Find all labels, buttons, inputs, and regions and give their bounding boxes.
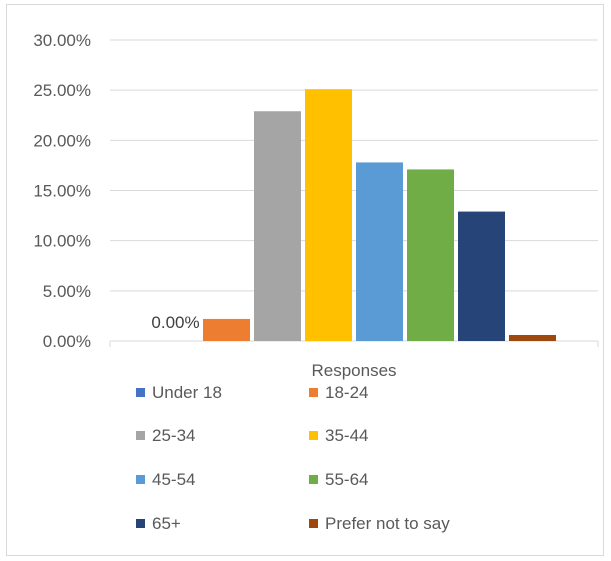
bar-prefer-not-to-say bbox=[509, 334, 556, 341]
gridlines bbox=[109, 39, 599, 347]
legend-label: 65+ bbox=[152, 514, 181, 533]
y-tick-label: 15.00% bbox=[33, 182, 91, 201]
bar-45-54 bbox=[356, 162, 403, 341]
legend-swatch bbox=[309, 431, 318, 440]
y-tick-label: 30.00% bbox=[33, 31, 91, 50]
legend-swatch bbox=[136, 388, 145, 397]
bar-65- bbox=[458, 211, 505, 341]
legend-item: 55-64 bbox=[309, 470, 368, 489]
y-tick-label: 5.00% bbox=[43, 282, 91, 301]
bar-18-24 bbox=[203, 318, 250, 341]
legend-swatch bbox=[136, 519, 145, 528]
legend-item: 65+ bbox=[136, 514, 181, 533]
legend-label: 45-54 bbox=[152, 470, 195, 489]
legend-swatch bbox=[309, 388, 318, 397]
bars bbox=[203, 89, 556, 341]
y-axis-tick-labels: 0.00% 5.00% 10.00% 15.00% 20.00% 25.00% 30.00% bbox=[33, 31, 91, 351]
legend-swatch bbox=[136, 431, 145, 440]
legend-label: 18-24 bbox=[325, 383, 368, 402]
legend: Under 18 18-24 25-34 35-44 45-54 55-64 65+ Pref… bbox=[136, 383, 450, 533]
legend-item: 18-24 bbox=[309, 383, 368, 402]
bar-35-44 bbox=[305, 89, 352, 341]
y-tick-label: 25.00% bbox=[33, 81, 91, 100]
legend-label: Under 18 bbox=[152, 383, 222, 402]
legend-item: 45-54 bbox=[136, 470, 195, 489]
legend-label: 35-44 bbox=[325, 426, 368, 445]
legend-item: Under 18 bbox=[136, 383, 222, 402]
y-tick-label: 0.00% bbox=[43, 332, 91, 351]
bar-55-64 bbox=[407, 169, 454, 341]
legend-label: 25-34 bbox=[152, 426, 195, 445]
legend-label: 55-64 bbox=[325, 470, 368, 489]
x-axis-title: Responses bbox=[311, 361, 396, 380]
legend-swatch bbox=[136, 475, 145, 484]
legend-item: Prefer not to say bbox=[309, 514, 450, 533]
y-tick-label: 20.00% bbox=[33, 131, 91, 150]
data-label: 0.00% bbox=[151, 313, 199, 332]
data-labels: 0.00% bbox=[151, 313, 199, 332]
legend-label: Prefer not to say bbox=[325, 514, 450, 533]
legend-swatch bbox=[309, 475, 318, 484]
legend-item: 35-44 bbox=[309, 426, 368, 445]
legend-swatch bbox=[309, 519, 318, 528]
legend-item: 25-34 bbox=[136, 426, 195, 445]
bar-25-34 bbox=[254, 111, 301, 341]
y-tick-label: 10.00% bbox=[33, 232, 91, 251]
